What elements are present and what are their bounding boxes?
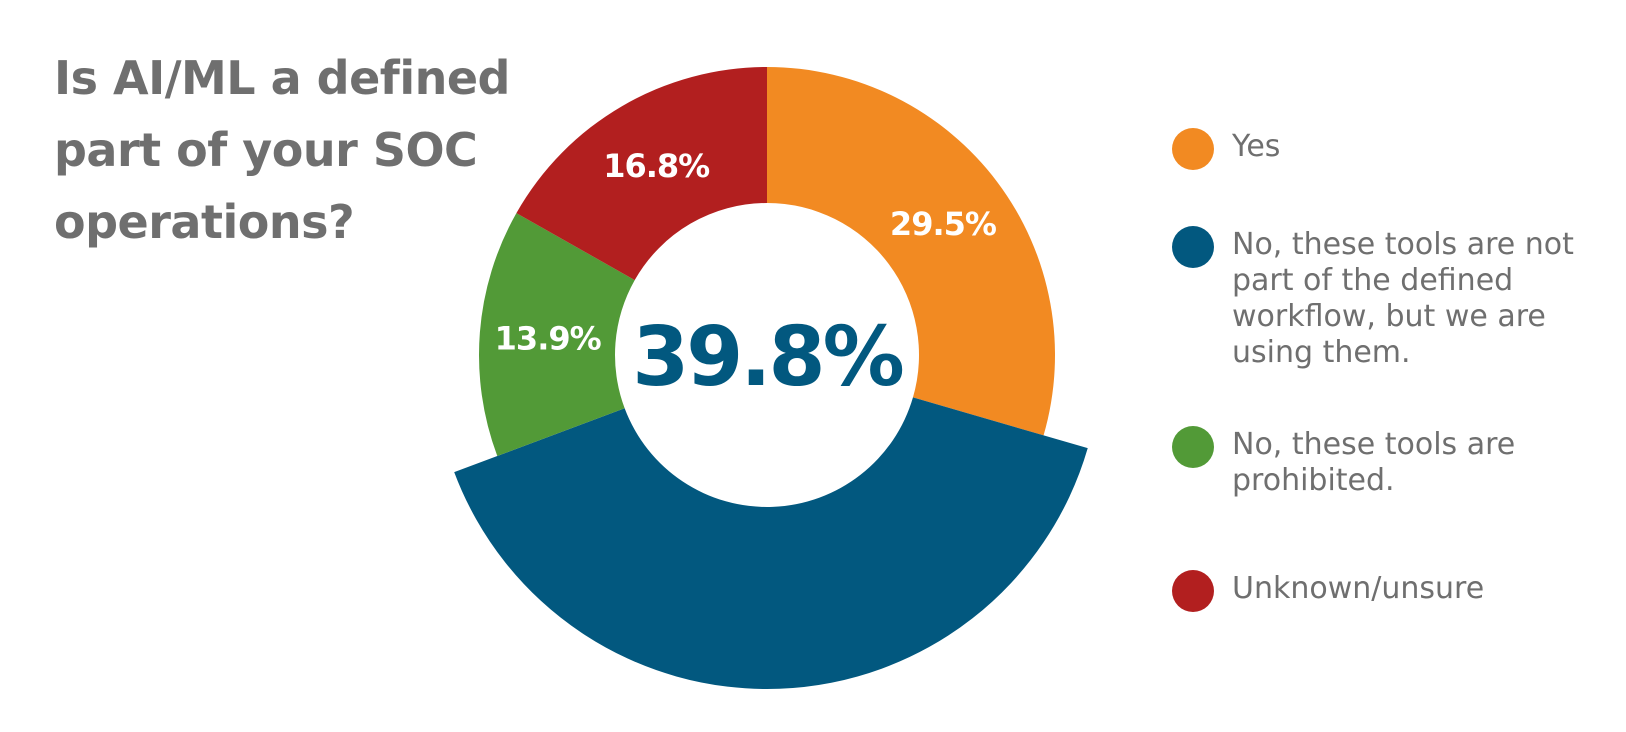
legend-swatch-prohibited xyxy=(1172,426,1214,468)
legend-label-prohibited: No, these tools are prohibited. xyxy=(1232,427,1516,498)
legend-swatch-yes xyxy=(1172,128,1214,170)
slice-not-defined-but-using xyxy=(454,397,1088,689)
legend-label-unknown: Unknown/unsure xyxy=(1232,571,1485,606)
legend-label-not-defined-but-using: No, these tools are not part of the defi… xyxy=(1232,227,1574,370)
data-label-prohibited: 13.9% xyxy=(495,320,602,358)
legend-item-not-defined-but-using: No, these tools are not part of the defi… xyxy=(1172,226,1612,371)
slice-prohibited xyxy=(478,213,635,456)
center-value-label: 39.8% xyxy=(632,310,902,405)
data-label-yes: 29.5% xyxy=(890,205,997,243)
legend-swatch-unknown xyxy=(1172,570,1214,612)
chart-title: Is AI/ML a defined part of your SOC oper… xyxy=(54,51,510,249)
data-label-unknown: 16.8% xyxy=(603,147,710,185)
legend-item-unknown: Unknown/unsure xyxy=(1172,570,1612,612)
slice-yes xyxy=(767,67,1055,436)
legend-item-yes: Yes xyxy=(1172,128,1612,170)
legend-label-yes: Yes xyxy=(1232,129,1281,164)
legend-swatch-not-defined-but-using xyxy=(1172,226,1214,268)
slice-unknown xyxy=(516,67,767,281)
legend-item-prohibited: No, these tools are prohibited. xyxy=(1172,426,1612,499)
